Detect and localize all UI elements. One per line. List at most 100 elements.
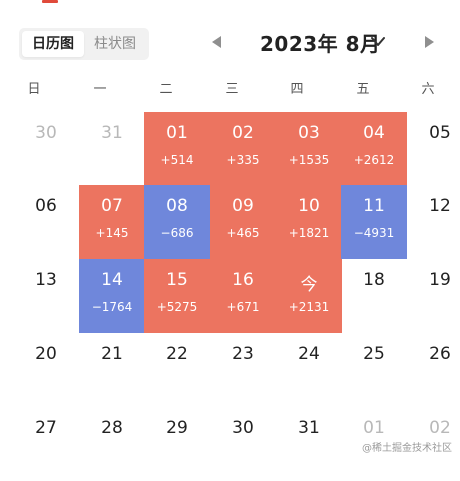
calendar-day-cell[interactable]: 18 [341,259,407,333]
day-number: 03 [298,123,320,143]
day-number: 27 [35,418,57,438]
day-number: 08 [166,196,188,216]
calendar-day-cell[interactable]: 26 [407,333,460,407]
day-delta: +5275 [156,300,198,314]
calendar-day-cell[interactable]: 02 +335 [210,112,276,186]
calendar-day-cell[interactable]: 04 +2612 [341,112,407,186]
day-number: 10 [298,196,320,216]
calendar-day-cell[interactable]: 31 [79,112,145,186]
calendar-day-cell[interactable]: 23 [210,333,276,407]
day-number: 15 [166,270,188,290]
day-number: 06 [35,196,57,216]
active-tab-indicator [42,0,58,3]
calendar-day-cell[interactable]: 30 [210,407,276,481]
day-delta: −4931 [353,226,395,240]
day-number: 19 [429,270,451,290]
watermark: @稀土掘金技术社区 [362,443,452,454]
view-toggle: 日历图 柱状图 [19,28,149,60]
day-number: 16 [232,270,254,290]
day-number: 31 [298,418,320,438]
calendar-day-cell[interactable]: 06 [13,185,79,259]
day-delta: +2612 [353,153,395,167]
calendar-day-cell[interactable]: 15 +5275 [144,259,210,333]
day-delta: +1535 [288,153,330,167]
day-number: 30 [232,418,254,438]
day-number: 02 [429,418,451,438]
calendar-day-cell[interactable]: 30 [13,112,79,186]
calendar-day-cell[interactable]: 07 +145 [79,185,145,259]
day-number: 04 [363,123,385,143]
weekday-sun: 日 [27,82,41,97]
day-delta: +1821 [288,226,330,240]
calendar-day-cell[interactable]: 05 [407,112,460,186]
day-number: 05 [429,123,451,143]
chevron-down-icon[interactable] [370,36,386,48]
day-number: 29 [166,418,188,438]
calendar-day-cell[interactable]: 09 +465 [210,185,276,259]
day-number: 28 [101,418,123,438]
day-delta: +671 [226,300,260,314]
day-number: 26 [429,344,451,364]
calendar-day-cell[interactable]: 01 +514 [144,112,210,186]
day-number: 23 [232,344,254,364]
day-number: 14 [101,270,123,290]
calendar-day-cell[interactable]: 27 [13,407,79,481]
calendar-day-cell[interactable]: 01 [341,407,407,481]
calendar-day-cell[interactable]: 11 −4931 [341,185,407,259]
day-number: 22 [166,344,188,364]
day-number: 13 [35,270,57,290]
calendar-day-cell[interactable]: 今 +2131 [276,259,342,333]
day-delta: +2131 [288,300,330,314]
day-number: 01 [166,123,188,143]
calendar-day-cell[interactable]: 20 [13,333,79,407]
calendar-day-cell[interactable]: 12 [407,185,460,259]
day-number: 25 [363,344,385,364]
day-delta: +145 [95,226,129,240]
calendar-day-cell[interactable]: 29 [144,407,210,481]
calendar-day-cell[interactable]: 28 [79,407,145,481]
day-number: 09 [232,196,254,216]
day-delta: +335 [226,153,260,167]
weekday-wed: 三 [225,82,239,97]
day-number: 18 [363,270,385,290]
calendar-day-cell[interactable]: 02 [407,407,460,481]
calendar-day-cell[interactable]: 08 −686 [144,185,210,259]
day-number: 01 [363,418,385,438]
day-number: 02 [232,123,254,143]
calendar-day-cell[interactable]: 21 [79,333,145,407]
weekday-fri: 五 [356,82,370,97]
calendar-day-cell[interactable]: 25 [341,333,407,407]
calendar-grid: 30 31 01 +514 02 +335 03 +1535 04 +2612 05 06 07 +145… [13,112,460,438]
day-number: 07 [101,196,123,216]
day-delta: +514 [160,153,194,167]
calendar-day-cell[interactable]: 19 [407,259,460,333]
weekday-header: 日 一 二 三 四 五 六 [0,78,460,100]
weekday-mon: 一 [93,82,107,97]
day-number: 今 [300,275,318,295]
calendar-day-cell[interactable]: 24 [276,333,342,407]
bar-chart-view-tab[interactable]: 柱状图 [94,36,136,52]
month-title[interactable]: 2023年 8月 [260,32,381,56]
day-delta: −1764 [91,300,133,314]
weekday-tue: 二 [159,82,173,97]
calendar-day-cell[interactable]: 31 [276,407,342,481]
prev-month-icon[interactable] [212,36,221,48]
calendar-day-cell[interactable]: 10 +1821 [276,185,342,259]
day-delta: −686 [160,226,194,240]
calendar-day-cell[interactable]: 03 +1535 [276,112,342,186]
day-number: 12 [429,196,451,216]
next-month-icon[interactable] [425,36,434,48]
day-number: 11 [363,196,385,216]
calendar-day-cell[interactable]: 14 −1764 [79,259,145,333]
calendar-day-cell[interactable]: 16 +671 [210,259,276,333]
weekday-sat: 六 [421,82,435,97]
day-delta: +465 [226,226,260,240]
day-number: 21 [101,344,123,364]
calendar-view-tab[interactable]: 日历图 [22,31,84,57]
calendar-day-cell[interactable]: 13 [13,259,79,333]
weekday-thu: 四 [290,82,304,97]
day-number: 20 [35,344,57,364]
day-number: 24 [298,344,320,364]
calendar-day-cell[interactable]: 22 [144,333,210,407]
day-number: 31 [101,123,123,143]
